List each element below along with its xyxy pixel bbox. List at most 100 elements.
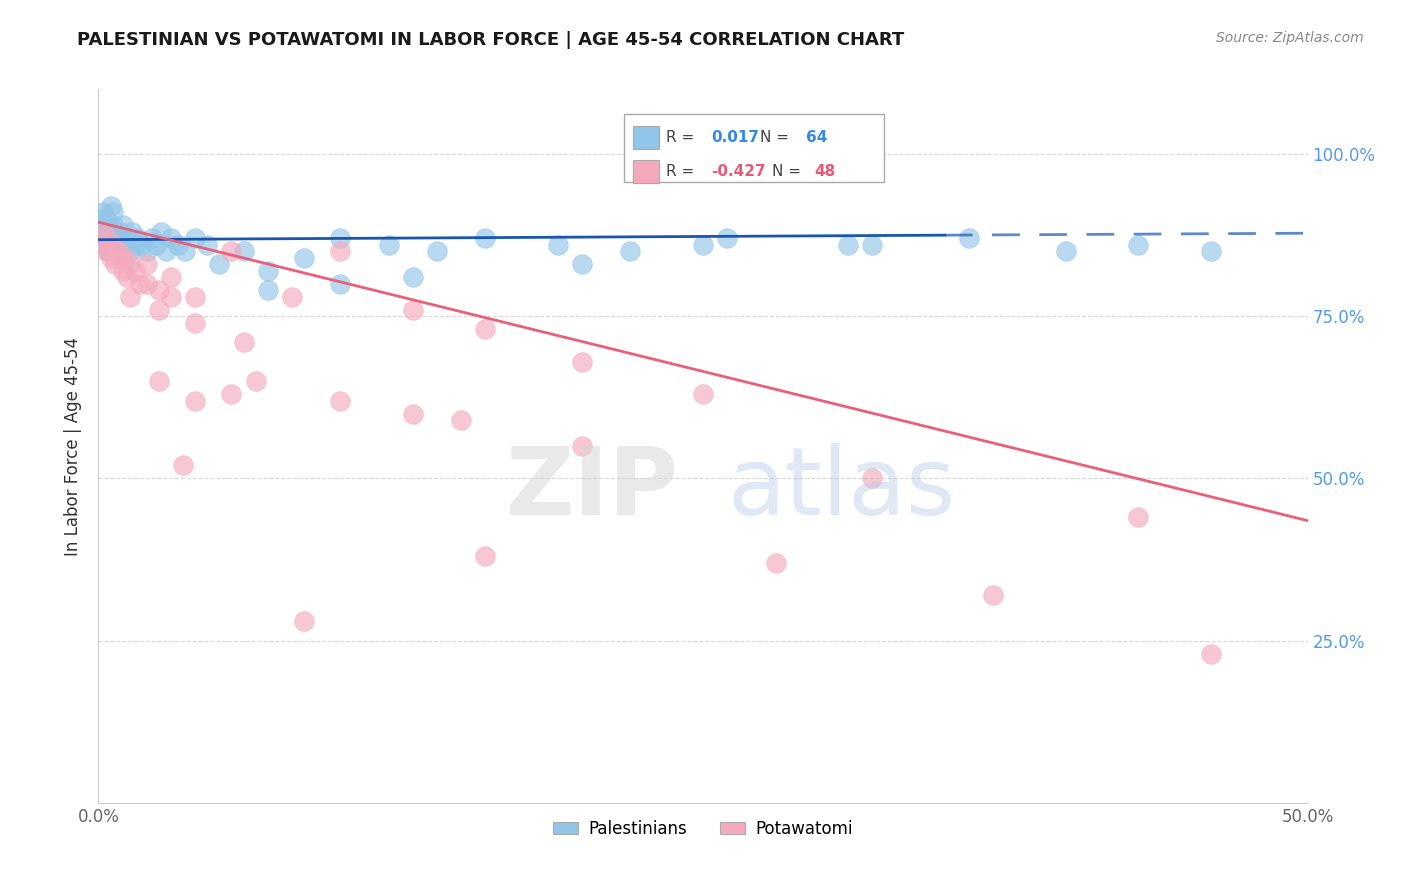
- Point: [101, 238, 124, 252]
- Point: [94, 238, 117, 252]
- Point: [292, 251, 315, 265]
- Legend: Palestinians, Potawatomi: Palestinians, Potawatomi: [547, 814, 859, 845]
- Point: [155, 244, 177, 259]
- Text: N =: N =: [759, 130, 794, 145]
- Point: [114, 251, 136, 265]
- Point: [148, 283, 170, 297]
- Point: [128, 277, 150, 291]
- Text: PALESTINIAN VS POTAWATOMI IN LABOR FORCE | AGE 45-54 CORRELATION CHART: PALESTINIAN VS POTAWATOMI IN LABOR FORCE…: [77, 31, 904, 49]
- Point: [716, 231, 738, 245]
- Text: R =: R =: [665, 130, 699, 145]
- Point: [100, 225, 122, 239]
- Point: [619, 244, 641, 259]
- Point: [90, 211, 112, 226]
- Point: [101, 219, 124, 233]
- Text: ZIP: ZIP: [506, 442, 679, 535]
- Point: [571, 257, 593, 271]
- Point: [101, 205, 124, 219]
- Point: [91, 238, 114, 252]
- Point: [160, 270, 183, 285]
- Point: [111, 219, 134, 233]
- Point: [195, 238, 218, 252]
- Point: [100, 238, 122, 252]
- Point: [107, 244, 129, 259]
- Point: [692, 238, 714, 252]
- Point: [145, 238, 167, 252]
- Point: [329, 393, 352, 408]
- Point: [957, 231, 980, 245]
- Point: [174, 244, 197, 259]
- Point: [117, 270, 139, 285]
- Point: [100, 251, 122, 265]
- Point: [108, 238, 131, 252]
- Text: -0.427: -0.427: [711, 164, 766, 179]
- Y-axis label: In Labor Force | Age 45-54: In Labor Force | Age 45-54: [65, 336, 83, 556]
- Bar: [633, 127, 659, 149]
- Point: [232, 335, 254, 350]
- Point: [104, 257, 127, 271]
- Point: [172, 458, 194, 473]
- Point: [474, 231, 496, 245]
- Point: [208, 257, 231, 271]
- Text: Source: ZipAtlas.com: Source: ZipAtlas.com: [1216, 31, 1364, 45]
- Point: [114, 238, 136, 252]
- Point: [118, 244, 141, 259]
- Point: [124, 238, 146, 252]
- Point: [860, 471, 883, 485]
- Point: [1128, 510, 1150, 524]
- Point: [329, 277, 352, 291]
- Point: [107, 231, 129, 245]
- Point: [571, 354, 593, 368]
- Point: [124, 264, 146, 278]
- Point: [101, 231, 124, 245]
- Bar: [633, 161, 659, 183]
- Point: [329, 231, 352, 245]
- Point: [221, 244, 243, 259]
- Point: [150, 225, 173, 239]
- Point: [91, 219, 114, 233]
- Point: [94, 211, 117, 226]
- Point: [117, 231, 139, 245]
- Point: [90, 225, 112, 239]
- Text: 64: 64: [806, 130, 827, 145]
- Point: [221, 387, 243, 401]
- Point: [402, 407, 425, 421]
- Point: [184, 290, 207, 304]
- Point: [135, 257, 157, 271]
- Point: [402, 302, 425, 317]
- Point: [232, 244, 254, 259]
- Point: [1199, 647, 1222, 661]
- Point: [97, 219, 120, 233]
- Point: [94, 225, 117, 239]
- Point: [160, 290, 183, 304]
- Text: 48: 48: [814, 164, 835, 179]
- Point: [121, 225, 143, 239]
- Point: [292, 614, 315, 628]
- Point: [981, 588, 1004, 602]
- Point: [167, 238, 190, 252]
- Point: [1054, 244, 1077, 259]
- Point: [184, 231, 207, 245]
- Point: [118, 257, 141, 271]
- Point: [104, 225, 127, 239]
- Point: [90, 225, 112, 239]
- Point: [108, 251, 131, 265]
- Point: [474, 322, 496, 336]
- Point: [91, 205, 114, 219]
- Point: [111, 264, 134, 278]
- Point: [94, 244, 117, 259]
- Point: [111, 231, 134, 245]
- Point: [692, 387, 714, 401]
- Text: 0.017: 0.017: [711, 130, 759, 145]
- Point: [97, 231, 120, 245]
- Point: [97, 244, 120, 259]
- Point: [135, 244, 157, 259]
- Point: [245, 374, 267, 388]
- Point: [184, 393, 207, 408]
- Point: [148, 374, 170, 388]
- Point: [281, 290, 304, 304]
- Point: [474, 549, 496, 564]
- Point: [104, 238, 127, 252]
- Point: [765, 556, 787, 570]
- Point: [160, 231, 183, 245]
